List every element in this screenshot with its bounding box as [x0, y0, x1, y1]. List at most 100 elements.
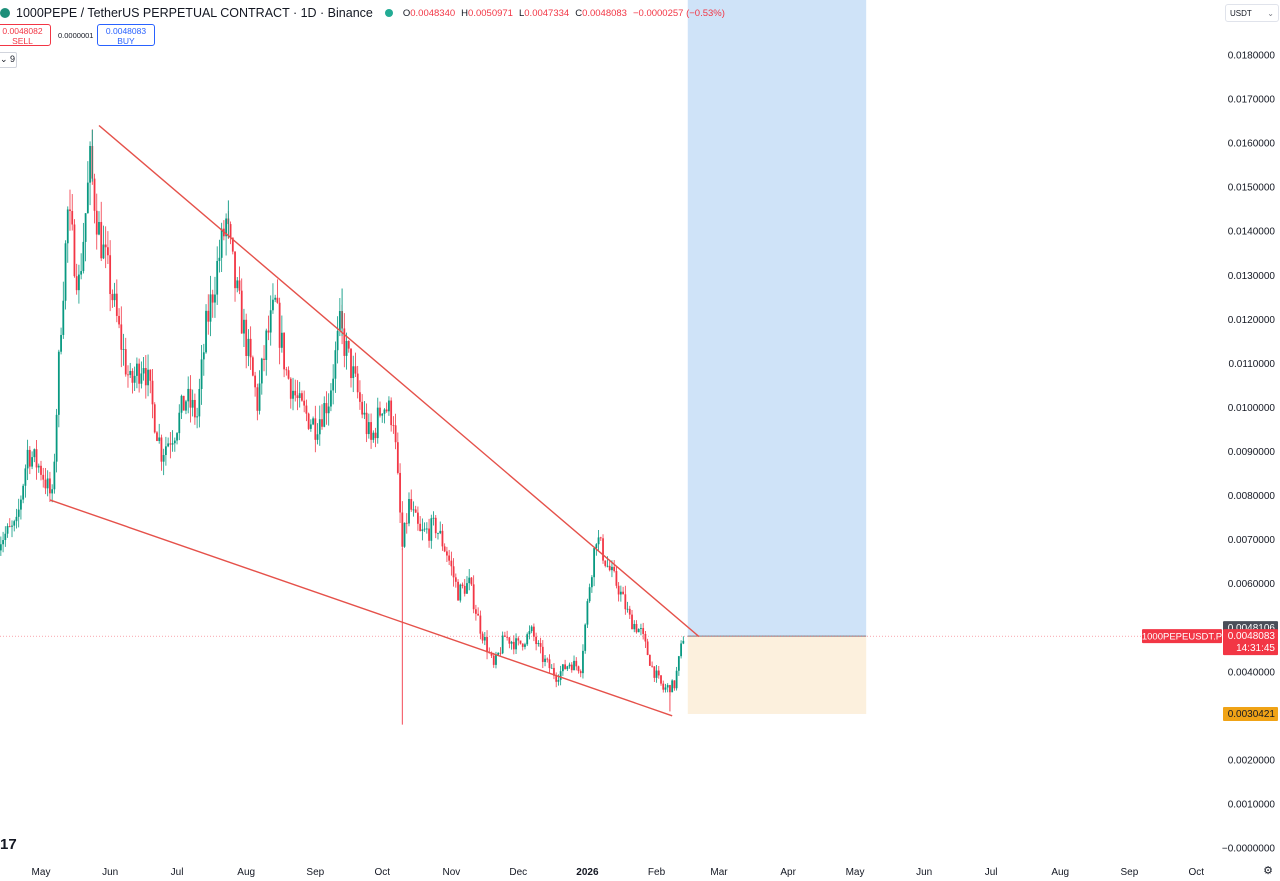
tradingview-logo-icon[interactable]: 17 — [0, 836, 17, 853]
candle-body — [602, 538, 604, 561]
candle-body — [664, 687, 667, 690]
sell-button[interactable]: 0.0048082 SELL — [0, 24, 51, 46]
candle-body — [428, 528, 430, 541]
candle-body — [390, 400, 393, 426]
candle-body — [381, 413, 384, 416]
candle-body — [234, 251, 236, 289]
candle-body — [392, 425, 395, 426]
candle-body — [535, 636, 538, 645]
candle-body — [532, 626, 535, 637]
candle-body — [479, 615, 482, 634]
candle-body — [544, 658, 546, 663]
candle-body — [521, 643, 524, 647]
candle-body — [167, 443, 170, 447]
symbol-title[interactable]: 1000PEPE / TetherUS PERPETUAL CONTRACT ·… — [16, 6, 373, 20]
candle-body — [539, 643, 542, 647]
candle-body — [577, 666, 580, 672]
candle-body — [332, 378, 335, 391]
candle-body — [111, 294, 114, 301]
candle-body — [376, 407, 379, 439]
candle-body — [628, 608, 631, 615]
candle-body — [642, 628, 645, 634]
candle-body — [613, 566, 616, 572]
candle-body — [388, 400, 390, 412]
x-tick-label: May — [32, 867, 51, 878]
candle-body — [127, 374, 129, 376]
buy-price: 0.0048083 — [105, 26, 147, 36]
candle-body — [352, 366, 355, 379]
candle-body — [657, 670, 660, 676]
candle-body — [220, 228, 223, 258]
candle-body — [573, 660, 575, 671]
candle-body — [490, 652, 493, 656]
y-tick-label: 0.0070000 — [1228, 535, 1276, 546]
candle-body — [338, 311, 341, 331]
candle-body — [510, 641, 513, 644]
candle-body — [238, 280, 241, 291]
candle-body — [475, 609, 477, 614]
candle-body — [524, 644, 526, 647]
x-tick-label: Jun — [916, 867, 932, 878]
candle-body — [425, 528, 428, 530]
candle-body — [385, 409, 388, 412]
candle-body — [46, 478, 49, 489]
indicator-toggle[interactable]: ⌄ 9 — [0, 52, 17, 68]
y-tick-label: 0.0020000 — [1228, 755, 1276, 766]
buy-label: BUY — [117, 36, 135, 46]
candle-body — [588, 587, 591, 602]
candle-body — [512, 641, 515, 650]
x-tick-label: 2026 — [576, 867, 599, 878]
candle-body — [296, 395, 299, 399]
candle-body — [35, 449, 38, 468]
time-axis[interactable]: May Jun Jul Aug Sep Oct Nov Dec 2026 Feb Mar Apr May… — [32, 867, 1205, 878]
candle-body — [423, 528, 426, 530]
candle-body — [640, 628, 642, 630]
y-tick-label: 0.0110000 — [1228, 359, 1275, 370]
candle-body — [370, 422, 372, 440]
candle-body — [412, 509, 415, 511]
candle-body — [396, 442, 399, 473]
candle-body — [559, 671, 562, 680]
candle-body — [113, 293, 116, 301]
candle-body — [160, 437, 163, 462]
candle-body — [6, 526, 9, 534]
candle-body — [205, 310, 207, 353]
candle-body — [26, 449, 29, 469]
high-value: 0.0050971 — [468, 7, 513, 19]
candle-body — [171, 443, 174, 445]
price-axis[interactable]: 0.0180000 0.0170000 0.0160000 0.0150000 0.01… — [1222, 51, 1276, 855]
candle-body — [561, 664, 564, 672]
currency-select[interactable]: USDT ⌄ — [1225, 4, 1279, 22]
candle-body — [367, 422, 370, 435]
candle-body — [365, 412, 368, 435]
candle-body — [327, 406, 330, 414]
candle-body — [586, 601, 589, 625]
gear-icon[interactable]: ⚙ — [1263, 865, 1273, 877]
candle-body — [80, 271, 83, 275]
candle-body — [294, 390, 297, 396]
candle-body — [448, 555, 451, 561]
candle-body — [595, 544, 598, 549]
candle-body — [590, 577, 593, 588]
market-status-icon — [384, 9, 393, 17]
candle-body — [459, 584, 462, 601]
last-price-tag-text: 0.0048083 — [1228, 631, 1276, 642]
candle-body — [200, 359, 203, 389]
candle-body — [461, 584, 464, 586]
sell-price: 0.0048082 — [2, 26, 43, 36]
candle-body — [267, 330, 270, 333]
buy-button[interactable]: 0.0048083 BUY — [97, 24, 155, 46]
candle-body — [272, 299, 274, 311]
candle-body — [417, 512, 419, 524]
candle-body — [486, 637, 488, 653]
candle-body — [439, 530, 442, 534]
candle-body — [457, 581, 459, 601]
candle-body — [608, 565, 611, 571]
candle-body — [666, 685, 669, 688]
candle-body — [102, 244, 105, 259]
x-tick-label: Jul — [985, 867, 998, 878]
candle-body — [379, 407, 381, 416]
candle-body — [164, 446, 167, 456]
x-tick-label: Nov — [442, 867, 460, 878]
